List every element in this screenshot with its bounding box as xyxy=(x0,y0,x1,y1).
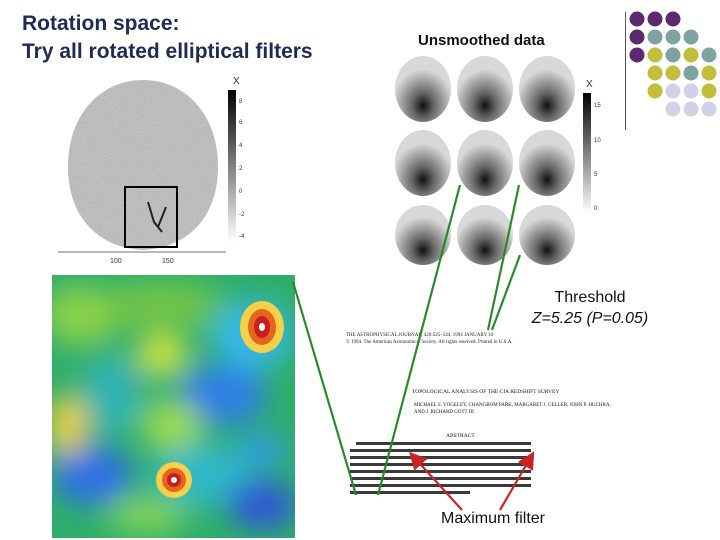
left-colorbar-tick: -4 xyxy=(239,234,245,240)
title-line-2: Try all rotated elliptical filters xyxy=(22,40,313,63)
left-colorbar-tick: 4 xyxy=(239,143,243,149)
paper-header: THE ASTROPHYSICAL JOURNAL, 420:525–544, … xyxy=(346,333,513,345)
left-map-axis-x-label: X xyxy=(233,76,240,87)
slide-title: Rotation space: Try all rotated elliptic… xyxy=(22,10,313,66)
left-colorbar-tick: -2 xyxy=(239,212,245,218)
brain-map-grid: X 15 10 5 0 xyxy=(395,56,601,265)
brain-map-cell xyxy=(457,130,513,196)
selection-box xyxy=(124,186,178,248)
right-colorbar-tick: 0 xyxy=(594,206,598,212)
paper-abstract-heading: ABSTRACT xyxy=(446,433,475,439)
left-colorbar-tick: 8 xyxy=(239,99,243,105)
decorative-dot-grid xyxy=(629,11,717,117)
dot-row-5 xyxy=(647,83,717,99)
brain-map-cell xyxy=(457,205,513,265)
threshold-line-2: Z=5.25 (P=0.05) xyxy=(531,310,649,327)
right-colorbar-tick: 15 xyxy=(594,103,601,109)
right-colorbar-tick: 5 xyxy=(594,172,598,178)
grayscale-brain-map: X 8 6 4 2 0 -2 -4 100 150 xyxy=(58,72,245,265)
dot-row-6 xyxy=(665,101,717,117)
left-map-x-tick: 150 xyxy=(162,258,174,265)
grid-row-2 xyxy=(395,130,575,196)
left-colorbar xyxy=(228,90,236,242)
left-map-x-tick: 100 xyxy=(110,258,122,265)
dot-row-2 xyxy=(629,29,699,45)
dot-row-3 xyxy=(629,47,717,63)
brain-map-cell xyxy=(395,130,451,196)
paper-title: TOPOLOGICAL ANALYSIS OF THE CfA REDSHIFT… xyxy=(412,389,560,395)
brain-map-cell xyxy=(519,205,575,265)
colored-filter-map xyxy=(52,275,295,538)
brain-map-cell xyxy=(519,130,575,196)
brain-map-cell xyxy=(519,56,575,122)
left-colorbar-tick: 2 xyxy=(239,166,243,172)
brain-map-cell xyxy=(395,56,451,122)
right-colorbar-tick: 10 xyxy=(594,138,601,144)
dots-divider xyxy=(625,12,626,130)
left-colorbar-tick: 6 xyxy=(239,120,243,126)
brain-map-cell xyxy=(395,205,451,265)
grid-row-1 xyxy=(395,56,575,122)
threshold-label: Threshold Z=5.25 (P=0.05) xyxy=(515,287,665,329)
title-line-1: Rotation space: xyxy=(22,12,180,35)
paper-abstract-text xyxy=(350,442,531,494)
grid-row-3 xyxy=(395,205,575,265)
right-map-axis-x-label: X xyxy=(586,79,593,90)
dot-row-1 xyxy=(629,11,681,27)
right-colorbar xyxy=(583,93,591,213)
left-colorbar-tick: 0 xyxy=(239,189,243,195)
green-connector-line xyxy=(291,281,358,496)
paper-authors: MICHAEL S. VOGELEY, CHANGBOM PARK, MARGA… xyxy=(414,403,611,415)
dot-row-4 xyxy=(647,65,717,81)
unsmoothed-data-label: Unsmoothed data xyxy=(418,32,545,49)
threshold-line-1: Threshold xyxy=(554,289,626,306)
brain-map-cell xyxy=(457,56,513,122)
maximum-filter-label: Maximum filter xyxy=(441,510,546,527)
